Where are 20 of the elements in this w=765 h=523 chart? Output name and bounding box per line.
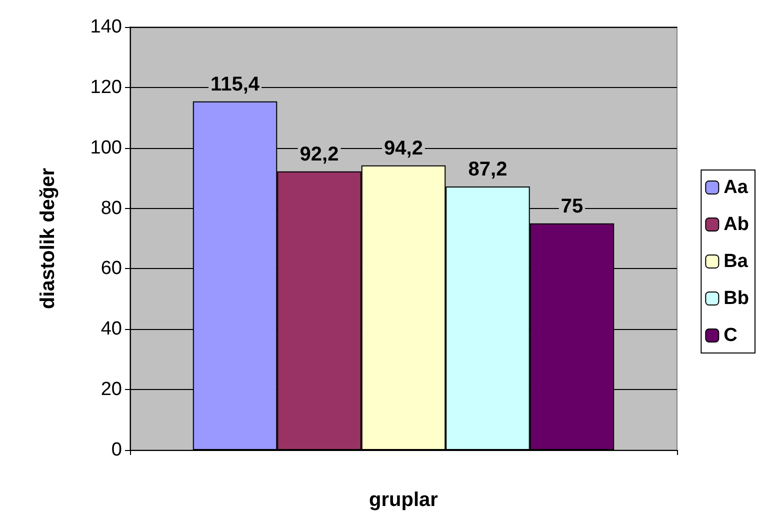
- data-label: 87,2: [468, 158, 508, 181]
- legend-label: Ba: [724, 251, 748, 272]
- y-tick-label: 140: [90, 16, 122, 38]
- data-label: 75: [560, 195, 584, 218]
- y-tick-label: 120: [90, 76, 122, 98]
- y-axis-title: diastolik değer: [37, 168, 59, 310]
- data-label: 115,4: [210, 73, 260, 96]
- y-tick-label: 80: [100, 198, 122, 219]
- data-label: 92,2: [300, 143, 339, 166]
- y-tick-label: 100: [90, 137, 122, 158]
- legend-label: Bb: [724, 288, 749, 309]
- legend-label: Ab: [724, 214, 749, 235]
- y-tick-label: 60: [100, 258, 122, 280]
- x-axis-title: gruplar: [369, 489, 438, 511]
- y-tick-label: 40: [100, 318, 122, 340]
- y-tick-label: 20: [100, 379, 122, 400]
- legend-label: Aa: [724, 177, 748, 198]
- data-label: 94,2: [384, 137, 423, 160]
- y-tick-label: 0: [111, 440, 122, 460]
- legend-label: C: [724, 325, 738, 346]
